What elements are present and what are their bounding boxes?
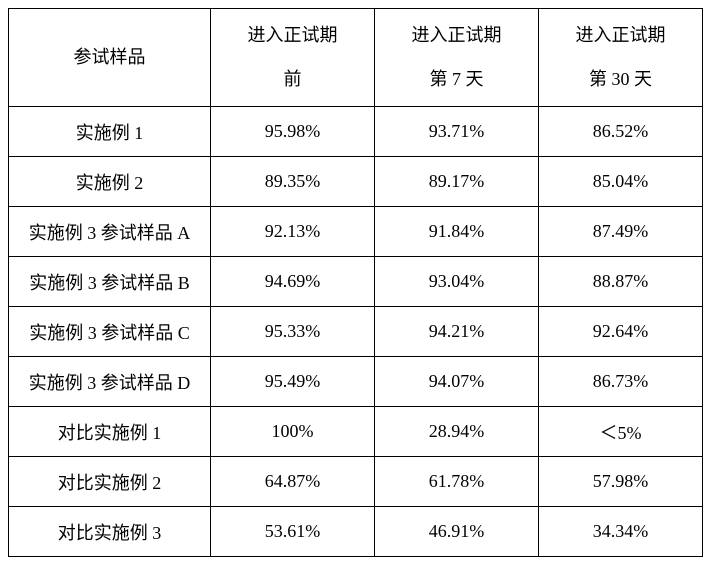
cell-value: 94.21% <box>375 307 539 357</box>
cell-sample: 实施例 2 <box>9 157 211 207</box>
table-row: 实施例 3 参试样品 C 95.33% 94.21% 92.64% <box>9 307 703 357</box>
header-row: 参试样品 进入正试期前 进入正试期第 7 天 进入正试期第 30 天 <box>9 9 703 107</box>
cell-value: 94.07% <box>375 357 539 407</box>
cell-value: 95.98% <box>211 107 375 157</box>
cell-value: 95.33% <box>211 307 375 357</box>
cell-value: 46.91% <box>375 507 539 557</box>
cell-value: 92.13% <box>211 207 375 257</box>
header-sample: 参试样品 <box>9 9 211 107</box>
cell-sample: 实施例 3 参试样品 C <box>9 307 211 357</box>
cell-sample: 对比实施例 3 <box>9 507 211 557</box>
cell-value: 93.04% <box>375 257 539 307</box>
table-row: 实施例 3 参试样品 B 94.69% 93.04% 88.87% <box>9 257 703 307</box>
cell-value: 92.64% <box>539 307 703 357</box>
header-before: 进入正试期前 <box>211 9 375 107</box>
data-table: 参试样品 进入正试期前 进入正试期第 7 天 进入正试期第 30 天 实施例 1… <box>8 8 703 557</box>
cell-sample: 实施例 1 <box>9 107 211 157</box>
cell-value: 95.49% <box>211 357 375 407</box>
cell-value: 64.87% <box>211 457 375 507</box>
cell-value: 88.87% <box>539 257 703 307</box>
cell-sample: 实施例 3 参试样品 B <box>9 257 211 307</box>
table-row: 实施例 1 95.98% 93.71% 86.52% <box>9 107 703 157</box>
cell-value: 57.98% <box>539 457 703 507</box>
cell-value: 61.78% <box>375 457 539 507</box>
table-body: 实施例 1 95.98% 93.71% 86.52% 实施例 2 89.35% … <box>9 107 703 557</box>
cell-value: 86.73% <box>539 357 703 407</box>
cell-sample: 实施例 3 参试样品 D <box>9 357 211 407</box>
table-row: 实施例 3 参试样品 D 95.49% 94.07% 86.73% <box>9 357 703 407</box>
table-row: 实施例 2 89.35% 89.17% 85.04% <box>9 157 703 207</box>
cell-value: 91.84% <box>375 207 539 257</box>
cell-value: 87.49% <box>539 207 703 257</box>
cell-value: 93.71% <box>375 107 539 157</box>
cell-value: 86.52% <box>539 107 703 157</box>
cell-value: 34.34% <box>539 507 703 557</box>
table-header: 参试样品 进入正试期前 进入正试期第 7 天 进入正试期第 30 天 <box>9 9 703 107</box>
cell-value: 94.69% <box>211 257 375 307</box>
table-row: 对比实施例 2 64.87% 61.78% 57.98% <box>9 457 703 507</box>
cell-value: 89.17% <box>375 157 539 207</box>
header-day7: 进入正试期第 7 天 <box>375 9 539 107</box>
cell-value: 28.94% <box>375 407 539 457</box>
table-row: 实施例 3 参试样品 A 92.13% 91.84% 87.49% <box>9 207 703 257</box>
cell-value: 53.61% <box>211 507 375 557</box>
header-day30: 进入正试期第 30 天 <box>539 9 703 107</box>
cell-sample: 实施例 3 参试样品 A <box>9 207 211 257</box>
cell-value: 89.35% <box>211 157 375 207</box>
table-row: 对比实施例 1 100% 28.94% ＜5% <box>9 407 703 457</box>
cell-sample: 对比实施例 1 <box>9 407 211 457</box>
cell-value: 100% <box>211 407 375 457</box>
cell-sample: 对比实施例 2 <box>9 457 211 507</box>
table-row: 对比实施例 3 53.61% 46.91% 34.34% <box>9 507 703 557</box>
cell-value: ＜5% <box>539 407 703 457</box>
cell-value: 85.04% <box>539 157 703 207</box>
